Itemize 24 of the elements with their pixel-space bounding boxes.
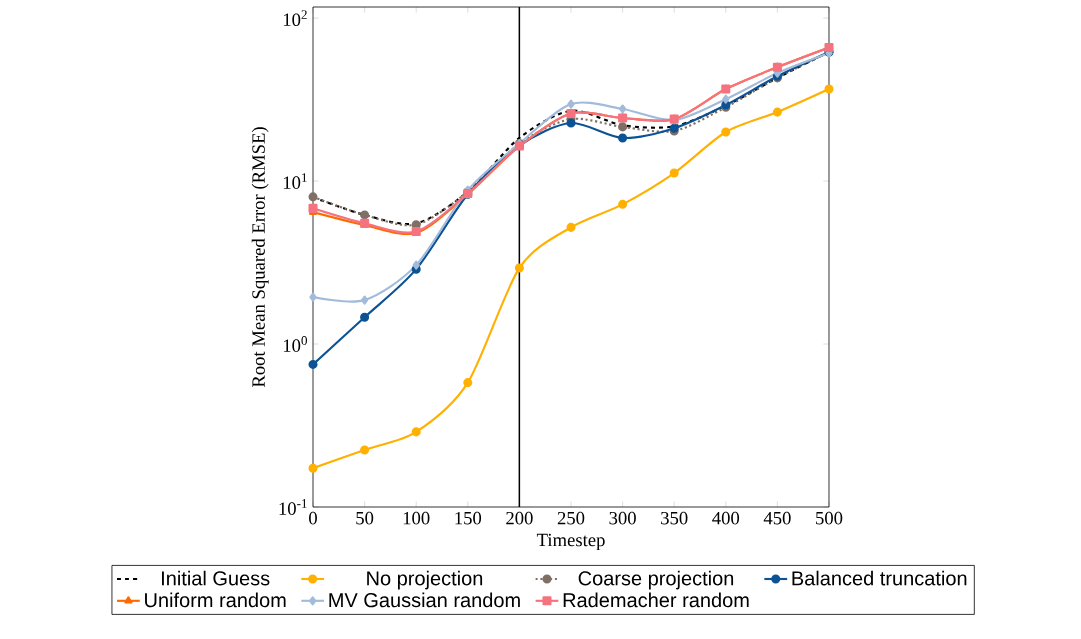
legend-label: Balanced truncation — [792, 570, 967, 586]
y-axis-title: Root Mean Squared Error (RMSE) — [251, 127, 269, 388]
x-tick-label: 400 — [712, 511, 740, 525]
legend-label: Initial Guess — [162, 570, 270, 586]
x-tick-label: 100 — [403, 511, 430, 525]
x-tick-label: 0 — [309, 511, 317, 525]
x-tick-label: 250 — [557, 511, 585, 525]
y-tick-label: 10$^{0}$ — [283, 336, 307, 352]
legend-label: Uniform random — [145, 592, 286, 608]
x-tick-label: 450 — [763, 511, 791, 525]
x-tick-label: 350 — [661, 511, 688, 525]
y-tick-label: 10$^{-1}$ — [279, 499, 307, 515]
x-tick-label: 150 — [455, 511, 482, 525]
x-tick-label: 300 — [609, 511, 636, 525]
x-tick-label: 50 — [356, 511, 374, 525]
x-tick-label: 200 — [506, 511, 533, 525]
x-axis-title: Timestep — [536, 533, 605, 551]
y-tick-label: 10$^{1}$ — [283, 173, 307, 189]
y-tick-label: 10$^{2}$ — [283, 10, 307, 27]
x-tick-label: 500 — [816, 511, 843, 525]
legend-label: No projection — [367, 570, 483, 590]
legend-label: MV Gaussian random — [329, 592, 520, 608]
legend-label: Coarse projection — [578, 570, 734, 590]
legend-label: Rademacher random — [563, 592, 749, 608]
